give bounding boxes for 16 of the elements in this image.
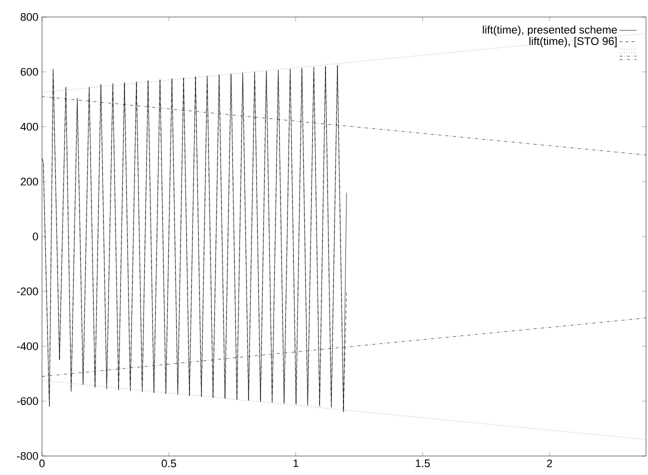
x-tick-label: 1.5 [416,460,430,468]
y-tick-label: 0 [32,232,38,240]
y-tick-label: 400 [20,122,38,131]
y-tick-label: -400 [17,342,38,350]
x-tick-label: 0 [39,460,45,468]
y-tick-label: -200 [17,288,38,296]
y-tick-label: -800 [17,452,38,460]
y-tick-label: -600 [17,397,38,406]
y-tick-label: 600 [20,68,38,76]
legend-label: lift(time), [STO 96] [529,36,617,48]
y-tick-label: 800 [20,13,38,21]
x-tick-label: 0.5 [162,460,176,468]
y-tick-label: 200 [20,178,38,186]
legend-label: lift(time), presented scheme [482,26,617,36]
x-tick-label: 2 [547,460,552,468]
x-tick-label: 1 [294,460,298,468]
